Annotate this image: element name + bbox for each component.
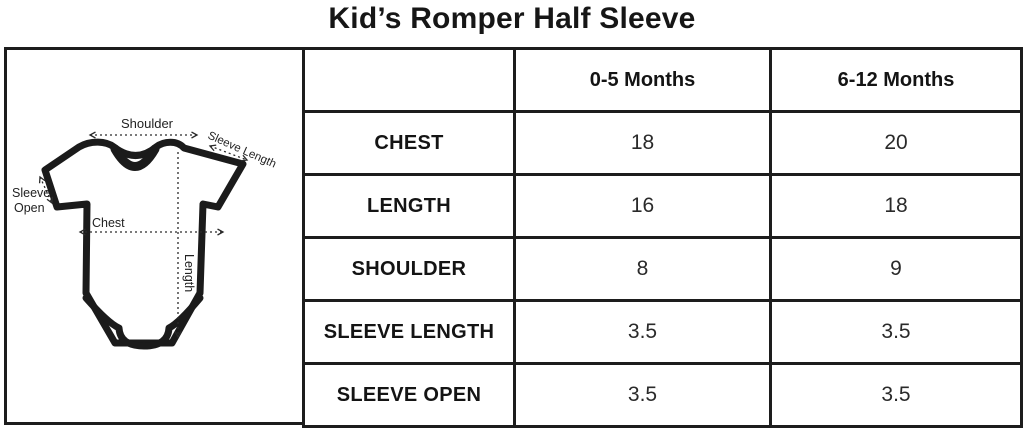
size-table: 0-5 Months 6-12 Months CHEST 18 20 LENGT… <box>302 47 1023 428</box>
length-value-0-5: 16 <box>513 173 772 239</box>
length-value-6-12: 18 <box>769 173 1023 239</box>
table-row-sleeve-open: SLEEVE OPEN 3.5 3.5 <box>302 362 1023 428</box>
row-label-sleeve-open: SLEEVE OPEN <box>302 362 516 428</box>
column-header-0-5-months: 0-5 Months <box>513 47 772 113</box>
table-row-chest: CHEST 18 20 <box>302 110 1023 176</box>
corner-cell <box>302 47 516 113</box>
romper-outline-graphic <box>41 138 247 350</box>
row-label-length: LENGTH <box>302 173 516 239</box>
leg-openings-graphic <box>82 294 204 350</box>
neckband-graphic <box>110 144 160 171</box>
sleeve-open-value-0-5: 3.5 <box>513 362 772 428</box>
shoulder-label: Shoulder <box>121 116 174 131</box>
row-label-sleeve-length: SLEEVE LENGTH <box>302 299 516 365</box>
page-title: Kid’s Romper Half Sleeve <box>328 2 696 35</box>
sleeve-length-value-0-5: 3.5 <box>513 299 772 365</box>
length-label: Length <box>182 254 196 292</box>
table-row-length: LENGTH 16 18 <box>302 173 1023 239</box>
chest-value-6-12: 20 <box>769 110 1023 176</box>
row-label-chest: CHEST <box>302 110 516 176</box>
size-chart-layout: Shoulder Sleeve Length Sleeve Open Chest… <box>4 47 1023 428</box>
romper-measurement-diagram: Shoulder Sleeve Length Sleeve Open Chest… <box>4 47 305 425</box>
romper-diagram-svg: Shoulder Sleeve Length Sleeve Open Chest… <box>12 116 278 350</box>
sleeve-length-measure-line <box>210 146 247 160</box>
sleeve-open-label-line1: Sleeve <box>12 186 50 200</box>
column-header-6-12-months: 6-12 Months <box>769 47 1023 113</box>
sleeve-open-label-line2: Open <box>14 201 45 215</box>
table-row-sleeve-length: SLEEVE LENGTH 3.5 3.5 <box>302 299 1023 365</box>
chest-label: Chest <box>92 216 125 230</box>
header-row: 0-5 Months 6-12 Months <box>302 47 1023 113</box>
table-row-shoulder: SHOULDER 8 9 <box>302 236 1023 302</box>
sleeve-length-value-6-12: 3.5 <box>769 299 1023 365</box>
shoulder-value-6-12: 9 <box>769 236 1023 302</box>
shoulder-value-0-5: 8 <box>513 236 772 302</box>
measurement-lines <box>40 135 247 337</box>
row-label-shoulder: SHOULDER <box>302 236 516 302</box>
sleeve-open-value-6-12: 3.5 <box>769 362 1023 428</box>
chest-value-0-5: 18 <box>513 110 772 176</box>
